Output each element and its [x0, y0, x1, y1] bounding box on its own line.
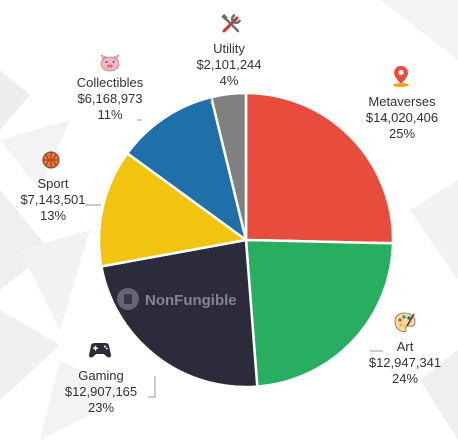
- slice-label-name: Sport: [37, 176, 68, 191]
- slice-label-value: $14,020,406: [366, 110, 438, 125]
- pie-slice-sport: [97, 152, 248, 268]
- slice-label-name: Metaverses: [368, 94, 436, 109]
- watermark-text: NonFungible: [145, 292, 237, 309]
- pie-slice-metaverses: [244, 91, 395, 245]
- leader-lines: [85, 98, 388, 398]
- slice-label-percent: 25%: [389, 126, 415, 141]
- slice-label-percent: 23%: [88, 400, 114, 415]
- basketball-icon: [42, 151, 60, 169]
- slice-label-name: Utility: [213, 41, 245, 56]
- slice-label-value: $12,907,165: [65, 384, 137, 399]
- label-utility: Utility $2,101,244 4%: [196, 41, 261, 88]
- slice-label-value: $12,947,341: [369, 355, 441, 370]
- slice-label-name: Gaming: [78, 368, 124, 383]
- watermark: NonFungible: [117, 288, 237, 310]
- label-sport: Sport $7,143,501 13%: [20, 176, 85, 223]
- slice-label-percent: 24%: [392, 371, 418, 386]
- slice-label-name: Collectibles: [77, 75, 144, 90]
- pie-slice-utility: [209, 91, 248, 242]
- slice-label-percent: 11%: [97, 107, 122, 122]
- tools-icon: [221, 13, 242, 33]
- leader-gaming: [148, 376, 156, 398]
- map-pin-icon: [393, 66, 409, 87]
- pie-slice-gaming: [100, 238, 259, 389]
- slice-label-percent: 13%: [40, 208, 66, 223]
- pig-icon: [100, 54, 120, 72]
- palette-icon: [394, 312, 416, 333]
- pie-slice-collectibles: [126, 95, 248, 242]
- label-collectibles: Collectibles $6,168,973 11%: [77, 75, 144, 122]
- slice-label-value: $7,143,501: [20, 192, 85, 207]
- slice-label-value: $6,168,973: [77, 91, 142, 106]
- pie-slice-art: [244, 238, 395, 388]
- slice-label-percent: 4%: [220, 73, 239, 88]
- label-art: Art $12,947,341 24%: [369, 339, 441, 386]
- pie-slices: [97, 91, 395, 389]
- label-gaming: Gaming $12,907,165 23%: [65, 368, 137, 415]
- label-metaverses: Metaverses $14,020,406 25%: [366, 94, 438, 141]
- slice-label-value: $2,101,244: [196, 57, 261, 72]
- slice-label-name: Art: [397, 339, 414, 354]
- gamepad-icon: [89, 343, 111, 358]
